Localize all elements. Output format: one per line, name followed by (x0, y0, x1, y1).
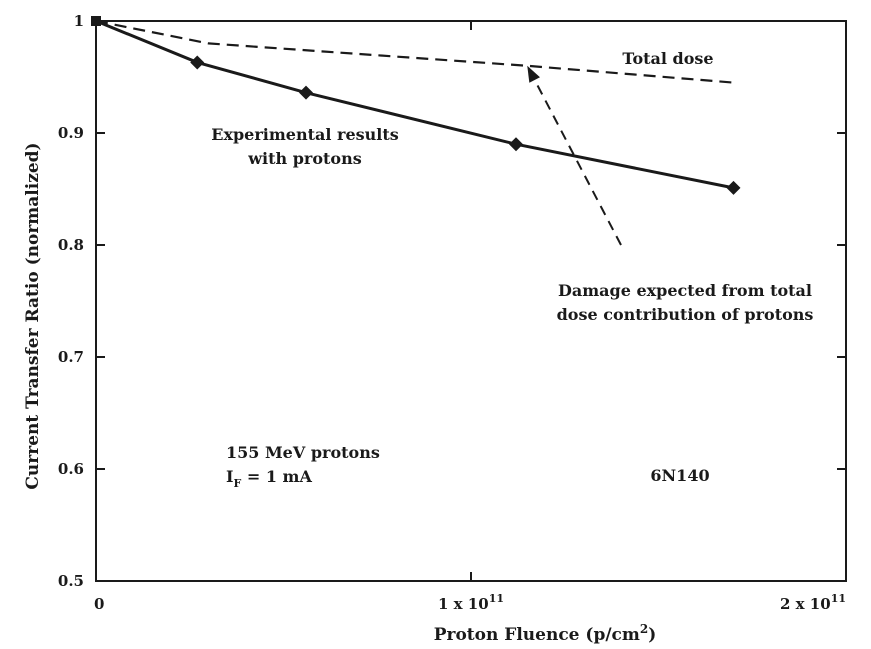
series-line-1 (95, 19, 734, 190)
plot-frame (95, 20, 847, 582)
damage-label-1: Damage expected from total (558, 281, 812, 300)
x-tick-label: 2 x 1011 (780, 592, 846, 613)
arrow-head (527, 65, 540, 83)
series-layer (91, 16, 741, 246)
x-tick-label: 0 (94, 595, 104, 613)
current-label: IF = 1 mA (226, 467, 312, 490)
ticks: 0.5 0.6 0.7 0.8 0.9 1 0 1 x 1011 2 x 1011 (58, 12, 847, 613)
y-tick-label: 0.9 (58, 124, 84, 142)
y-tick-label: 0.5 (58, 572, 84, 590)
data-point (190, 55, 205, 70)
y-axis-label: Current Transfer Ratio (normalized) (23, 142, 43, 489)
y-tick-label: 0.8 (58, 236, 84, 254)
damage-label-2: dose contribution of protons (557, 305, 814, 324)
y-tick-label: 0.6 (58, 460, 84, 478)
y-tick-label: 1 (74, 12, 84, 30)
series-line-2 (95, 19, 734, 84)
experimental-label-2: with protons (247, 149, 361, 168)
x-tick-label: 1 x 1011 (438, 592, 504, 613)
data-point (726, 180, 741, 195)
x-axis-label: Proton Fluence (p/cm2) (434, 622, 657, 645)
total-dose-label: Total dose (622, 49, 713, 68)
protons-label: 155 MeV protons (226, 443, 380, 462)
arrow-line (533, 79, 622, 246)
axes (95, 20, 847, 582)
y-tick-label: 0.7 (58, 348, 84, 366)
device-label: 6N140 (650, 466, 709, 485)
data-point (299, 85, 313, 100)
data-point (509, 137, 523, 152)
experimental-label-1: Experimental results (211, 125, 398, 144)
